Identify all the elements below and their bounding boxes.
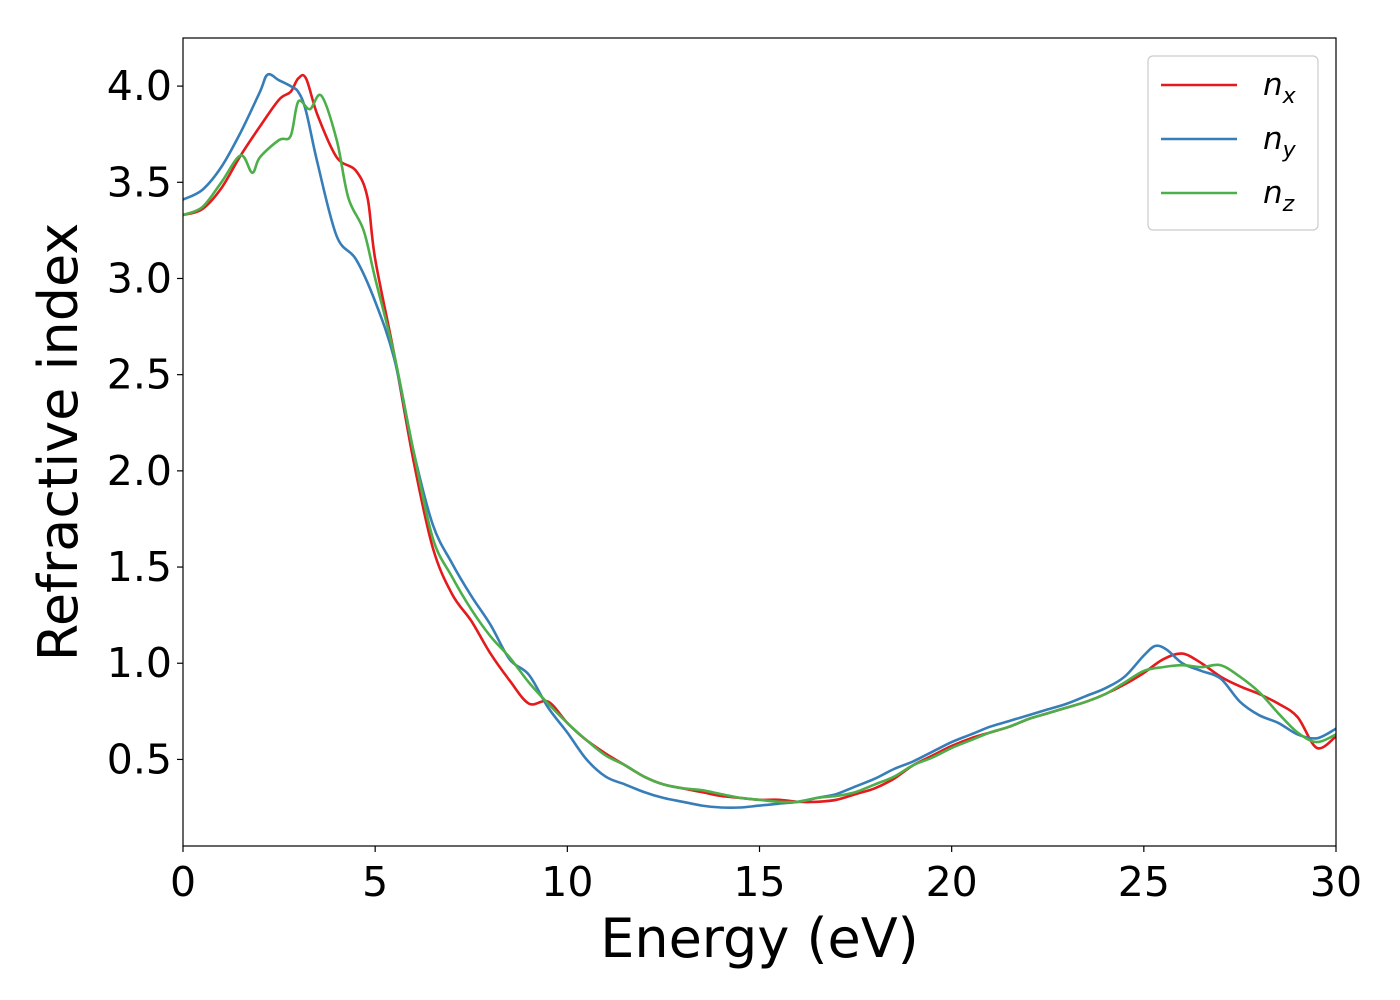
- x-tick-label: 25: [1118, 858, 1170, 906]
- y-tick-label: 3.5: [107, 158, 172, 206]
- legend: nx ny nz: [1147, 55, 1319, 231]
- legend-label: nz: [1263, 175, 1295, 217]
- x-tick-label: 15: [733, 858, 785, 906]
- y-tick-label: 1.0: [107, 639, 172, 687]
- legend-box: [1147, 55, 1319, 231]
- series-lines: [183, 72, 1336, 810]
- y-tick-label: 1.5: [107, 543, 172, 591]
- y-tick-label: 4.0: [107, 62, 172, 110]
- y-tick-label: 2.5: [107, 351, 172, 399]
- legend-label: ny: [1263, 121, 1297, 163]
- x-tick-label: 30: [1310, 858, 1362, 906]
- x-axis-label: Energy (eV): [600, 907, 919, 970]
- x-tick-label: 0: [170, 858, 196, 906]
- y-axis-label: Refractive index: [27, 223, 90, 662]
- y-tick-label: 3.0: [107, 254, 172, 302]
- legend-label: nx: [1263, 67, 1297, 109]
- x-axis: 0 5 10 15 20 25 30: [170, 846, 1362, 906]
- y-axis: 0.5 1.0 1.5 2.0 2.5 3.0 3.5 4.0: [107, 62, 183, 783]
- x-tick-label: 20: [926, 858, 978, 906]
- series-line-x: [183, 73, 1336, 804]
- series-line-y: [183, 72, 1336, 810]
- x-tick-label: 10: [541, 858, 593, 906]
- y-tick-label: 2.0: [107, 447, 172, 495]
- x-tick-label: 5: [362, 858, 388, 906]
- series-line-z: [183, 93, 1336, 804]
- y-tick-label: 0.5: [107, 735, 172, 783]
